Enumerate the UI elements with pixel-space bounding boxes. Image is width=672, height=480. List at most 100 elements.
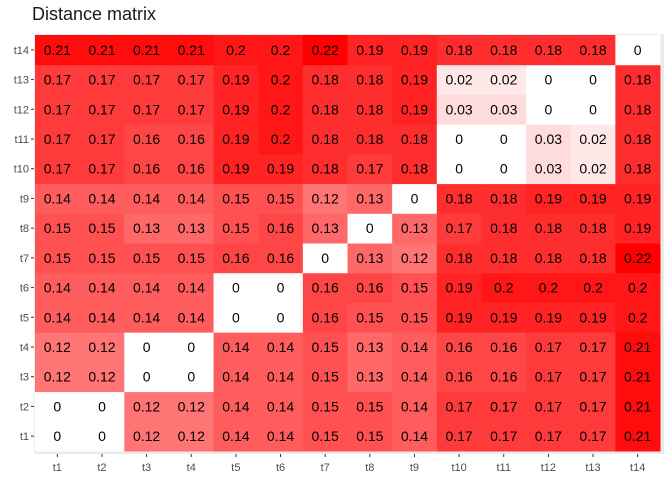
cell-value-label: 0 <box>321 250 329 266</box>
cell-value-label: 0.17 <box>579 428 606 444</box>
heatmap-cell <box>35 272 81 303</box>
heatmap-cell <box>302 94 348 125</box>
cell-value-label: 0 <box>455 131 463 147</box>
cell-value-label: 0 <box>232 309 240 325</box>
heatmap-cell <box>79 243 125 274</box>
cell-value-label: 0 <box>634 42 642 58</box>
heatmap-cell <box>258 302 304 333</box>
y-axis: t1 t2 t3 t4 t5 t6 t7 t8 t9 t10 t11 t12 t13 t14 <box>14 45 34 443</box>
cell-value-label: 0.19 <box>222 101 249 117</box>
heatmap-cell <box>481 243 527 274</box>
cell-value-label: 0.21 <box>88 42 115 58</box>
heatmap-cell <box>213 302 259 333</box>
cell-value-label: 0.16 <box>490 339 517 355</box>
cell-value-label: 0.17 <box>178 101 205 117</box>
heatmap-cell <box>481 272 527 303</box>
x-tick-label: t2 <box>97 462 106 474</box>
cell-value-label: 0 <box>455 161 463 177</box>
heatmap-cell <box>124 332 170 363</box>
heatmap-cell <box>526 64 572 95</box>
cell-value-label: 0.14 <box>267 369 294 385</box>
heatmap-cell <box>213 183 259 214</box>
cell-value-label: 0 <box>544 101 552 117</box>
heatmap-cell <box>124 421 170 452</box>
cell-value-label: 0.16 <box>445 339 472 355</box>
heatmap-cell <box>615 272 661 303</box>
heatmap-cell <box>481 302 527 333</box>
cell-value-label: 0.17 <box>490 428 517 444</box>
heatmap-cell <box>35 183 81 214</box>
cell-value-label: 0.03 <box>535 161 562 177</box>
cell-value-label: 0.18 <box>401 131 428 147</box>
cell-value-label: 0.16 <box>356 280 383 296</box>
heatmap-cell <box>481 332 527 363</box>
heatmap-cell <box>124 361 170 393</box>
cell-value-label: 0.14 <box>222 398 249 414</box>
cell-value-label: 0.17 <box>44 131 71 147</box>
heatmap-cell <box>526 35 572 66</box>
heatmap-cell <box>79 124 125 155</box>
cell-value-label: 0.21 <box>133 42 160 58</box>
cell-value-label: 0.16 <box>133 131 160 147</box>
cell-value-label: 0.19 <box>579 309 606 325</box>
cell-value-label: 0.12 <box>401 250 428 266</box>
cell-value-label: 0.18 <box>401 161 428 177</box>
heatmap-cell <box>302 421 348 452</box>
cell-value-label: 0.16 <box>267 250 294 266</box>
heatmap-cell <box>258 124 304 155</box>
x-tick-label: t11 <box>497 462 511 474</box>
cell-value-label: 0.19 <box>401 72 428 88</box>
heatmap-cell <box>392 94 438 125</box>
heatmap-cell <box>570 35 616 66</box>
heatmap-cell <box>347 391 393 422</box>
cell-value-label: 0.18 <box>312 161 339 177</box>
cell-value-label: 0.12 <box>133 428 160 444</box>
cell-value-label: 0.18 <box>490 190 517 206</box>
heatmap-cell <box>258 183 304 214</box>
heatmap-cell <box>436 332 482 363</box>
heatmap-cell <box>258 213 304 244</box>
cell-value-label: 0.17 <box>579 339 606 355</box>
cell-value-label: 0.2 <box>583 280 603 296</box>
heatmap-cell <box>213 332 259 363</box>
heatmap-cell <box>302 332 348 363</box>
cell-value-label: 0 <box>500 131 508 147</box>
heatmap-cell <box>570 421 616 452</box>
heatmap-cell <box>347 94 393 125</box>
heatmap-cell <box>570 361 616 393</box>
cell-value-label: 0.13 <box>356 369 383 385</box>
heatmap-cell <box>302 124 348 155</box>
cell-value-label: 0.15 <box>356 428 383 444</box>
cell-value-label: 0.15 <box>312 339 339 355</box>
y-tick-label: t5 <box>20 312 29 324</box>
heatmap-cell <box>436 243 482 274</box>
heatmap-cell <box>526 94 572 125</box>
cell-value-label: 0 <box>53 398 61 414</box>
heatmap-cell <box>436 64 482 95</box>
cell-value-label: 0.13 <box>356 250 383 266</box>
heatmap-cell <box>570 272 616 303</box>
heatmap-cell <box>526 124 572 155</box>
x-tick-label: t10 <box>451 462 466 474</box>
x-tick-label: t1 <box>53 462 62 474</box>
cell-value-label: 0.12 <box>44 339 71 355</box>
x-tick-label: t7 <box>321 462 330 474</box>
heatmap-cell <box>570 153 616 185</box>
heatmap-cell <box>35 332 81 363</box>
cell-value-label: 0.19 <box>445 309 472 325</box>
heatmap-cell <box>302 361 348 393</box>
heatmap-cell <box>35 243 81 274</box>
heatmap-cell <box>213 361 259 393</box>
cell-value-label: 0.18 <box>445 42 472 58</box>
heatmap-cell <box>615 213 661 244</box>
heatmap-cell <box>213 421 259 452</box>
heatmap-cell <box>526 153 572 185</box>
heatmap-cell <box>213 243 259 274</box>
cell-value-label: 0.2 <box>628 309 648 325</box>
x-tick-label: t5 <box>231 462 240 474</box>
cell-value-label: 0.16 <box>312 309 339 325</box>
cell-value-label: 0.02 <box>490 72 517 88</box>
heatmap-cell <box>124 302 170 333</box>
cell-value-label: 0.16 <box>178 161 205 177</box>
heatmap-cell <box>615 64 661 95</box>
